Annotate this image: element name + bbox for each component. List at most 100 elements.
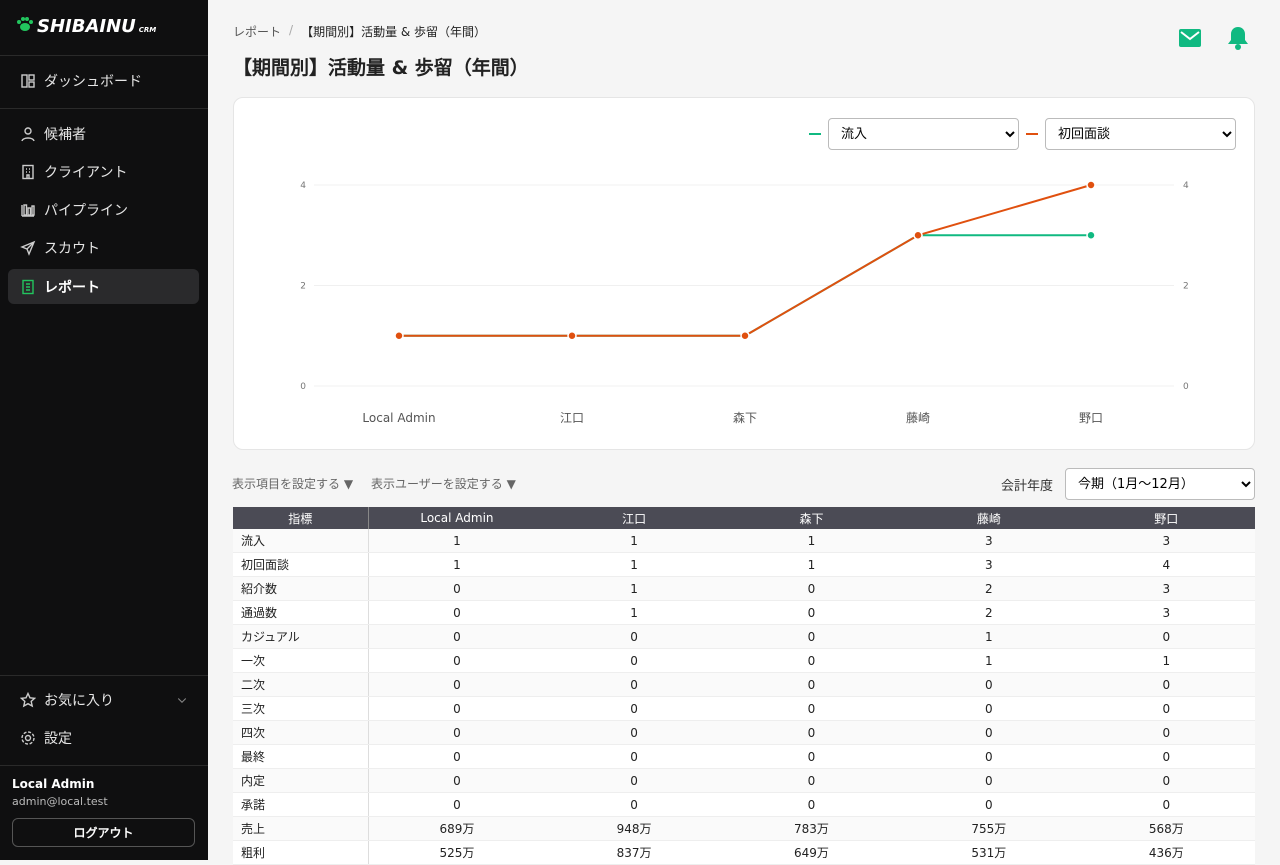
value-cell: 1 [1077, 648, 1255, 673]
nav-label: クライアント [44, 165, 128, 181]
table-row: カジュアル 0 0 0 1 0 [233, 624, 1255, 649]
table-row: 三次 0 0 0 0 0 [233, 696, 1255, 721]
main: レポート / 【期間別】活動量 & 歩留（年間） 【期間別】活動量 & 歩留（年… [208, 0, 1280, 865]
user-name: Local Admin [12, 777, 95, 791]
value-cell: 0 [545, 768, 723, 793]
nav-item[interactable]: ダッシュボード [20, 71, 142, 91]
value-cell: 689万 [368, 816, 546, 841]
mail-icon[interactable] [1178, 26, 1202, 50]
value-cell: 0 [545, 720, 723, 745]
y-tick-label: 4 [300, 181, 306, 191]
metric-cell: 最終 [233, 744, 369, 769]
value-cell: 649万 [722, 840, 901, 865]
value-cell: 0 [722, 792, 901, 817]
metric-cell: 一次 [233, 648, 369, 673]
data-point [1086, 180, 1096, 190]
value-cell: 531万 [900, 840, 1078, 865]
value-cell: 0 [368, 672, 546, 697]
report-table: 指標 Local Admin 江口 森下 藤崎 野口 流入 1 1 1 3 3 初回面談 1 1 1 3 4 紹介数… [233, 507, 1255, 865]
metric-cell: 承諾 [233, 792, 369, 817]
value-cell: 0 [1077, 768, 1255, 793]
divider [0, 108, 208, 109]
header-cell: 指標 [233, 507, 369, 529]
metric-cell: 売上 [233, 816, 369, 841]
metric-cell: 二次 [233, 672, 369, 697]
breadcrumb: レポート / 【期間別】活動量 & 歩留（年間） [233, 23, 486, 40]
value-cell: 0 [1077, 672, 1255, 697]
value-cell: 525万 [368, 840, 546, 865]
value-cell: 1 [722, 529, 901, 553]
fiscal-label: 会計年度 [1001, 479, 1054, 494]
value-cell: 0 [900, 768, 1078, 793]
metric-cell: カジュアル [233, 624, 369, 649]
favorites[interactable]: お気に入り [20, 690, 188, 710]
value-cell: 0 [722, 672, 901, 697]
value-cell: 948万 [545, 816, 723, 841]
value-cell: 0 [368, 576, 546, 601]
user-email: admin@local.test [12, 795, 108, 808]
metric-cell: 初回面談 [233, 552, 369, 577]
value-cell: 0 [368, 696, 546, 721]
data-point [913, 230, 923, 240]
nav-item[interactable]: 候補者 [20, 124, 86, 144]
metric-cell: 通過数 [233, 600, 369, 625]
metric-cell: 四次 [233, 720, 369, 745]
value-cell: 436万 [1077, 840, 1255, 865]
value-cell: 1 [545, 552, 723, 577]
value-cell: 837万 [545, 840, 723, 865]
series-select[interactable]: 初回面談 [1045, 118, 1236, 150]
value-cell: 1 [368, 552, 546, 577]
nav-label: レポート [44, 280, 100, 296]
table-row: 一次 0 0 0 1 1 [233, 648, 1255, 673]
fiscal-select[interactable]: 今期（1月〜12月） [1065, 468, 1255, 500]
table-row: 四次 0 0 0 0 0 [233, 720, 1255, 745]
value-cell: 1 [900, 624, 1078, 649]
x-tick-label: 野口 [1079, 411, 1103, 425]
breadcrumb-link[interactable]: レポート [233, 25, 282, 39]
value-cell: 3 [1077, 576, 1255, 601]
value-cell: 0 [1077, 720, 1255, 745]
logo[interactable]: SHIBAINU CRM [16, 16, 156, 37]
nav-label: お気に入り [44, 693, 114, 709]
nav-item[interactable]: スカウト [20, 238, 100, 258]
divider [0, 675, 208, 676]
table-row: 初回面談 1 1 1 3 4 [233, 552, 1255, 577]
value-cell: 783万 [722, 816, 901, 841]
metric-cell: 紹介数 [233, 576, 369, 601]
metric-cell: 三次 [233, 696, 369, 721]
nav-item[interactable]: パイプライン [20, 200, 128, 220]
value-cell: 0 [368, 768, 546, 793]
value-cell: 755万 [900, 816, 1078, 841]
table-row: 紹介数 0 1 0 2 3 [233, 576, 1255, 601]
value-cell: 0 [722, 768, 901, 793]
table-row: 売上 689万 948万 783万 755万 568万 [233, 816, 1255, 841]
table-row: 流入 1 1 1 3 3 [233, 529, 1255, 553]
value-cell: 0 [545, 744, 723, 769]
value-cell: 0 [545, 696, 723, 721]
settings[interactable]: 設定 [20, 728, 72, 748]
nav-item-active[interactable]: レポート [20, 277, 100, 297]
bell-icon[interactable] [1226, 25, 1250, 51]
value-cell: 0 [722, 648, 901, 673]
value-cell: 0 [900, 792, 1078, 817]
value-cell: 0 [1077, 744, 1255, 769]
series-select[interactable]: 流入 [828, 118, 1019, 150]
x-tick-label: 江口 [560, 411, 584, 425]
value-cell: 2 [900, 576, 1078, 601]
value-cell: 3 [900, 529, 1078, 553]
value-cell: 0 [368, 792, 546, 817]
logout-button[interactable]: ログアウト [12, 818, 195, 847]
value-cell: 0 [1077, 696, 1255, 721]
x-tick-label: 藤崎 [906, 411, 930, 425]
data-point [1086, 230, 1096, 240]
items-toggle[interactable]: 表示項目を設定する ▼ [232, 477, 354, 491]
value-cell: 0 [545, 792, 723, 817]
value-cell: 2 [900, 600, 1078, 625]
value-cell: 0 [722, 696, 901, 721]
logo-text: SHIBAINU [37, 16, 136, 37]
users-toggle[interactable]: 表示ユーザーを設定する ▼ [371, 477, 516, 491]
x-tick-label: Local Admin [362, 411, 435, 425]
sidebar: SHIBAINU CRM ダッシュボード 候補者 クライアント パイプライン ス… [0, 0, 208, 860]
nav-item[interactable]: クライアント [20, 162, 127, 182]
page-title: 【期間別】活動量 & 歩留（年間） [233, 57, 529, 79]
